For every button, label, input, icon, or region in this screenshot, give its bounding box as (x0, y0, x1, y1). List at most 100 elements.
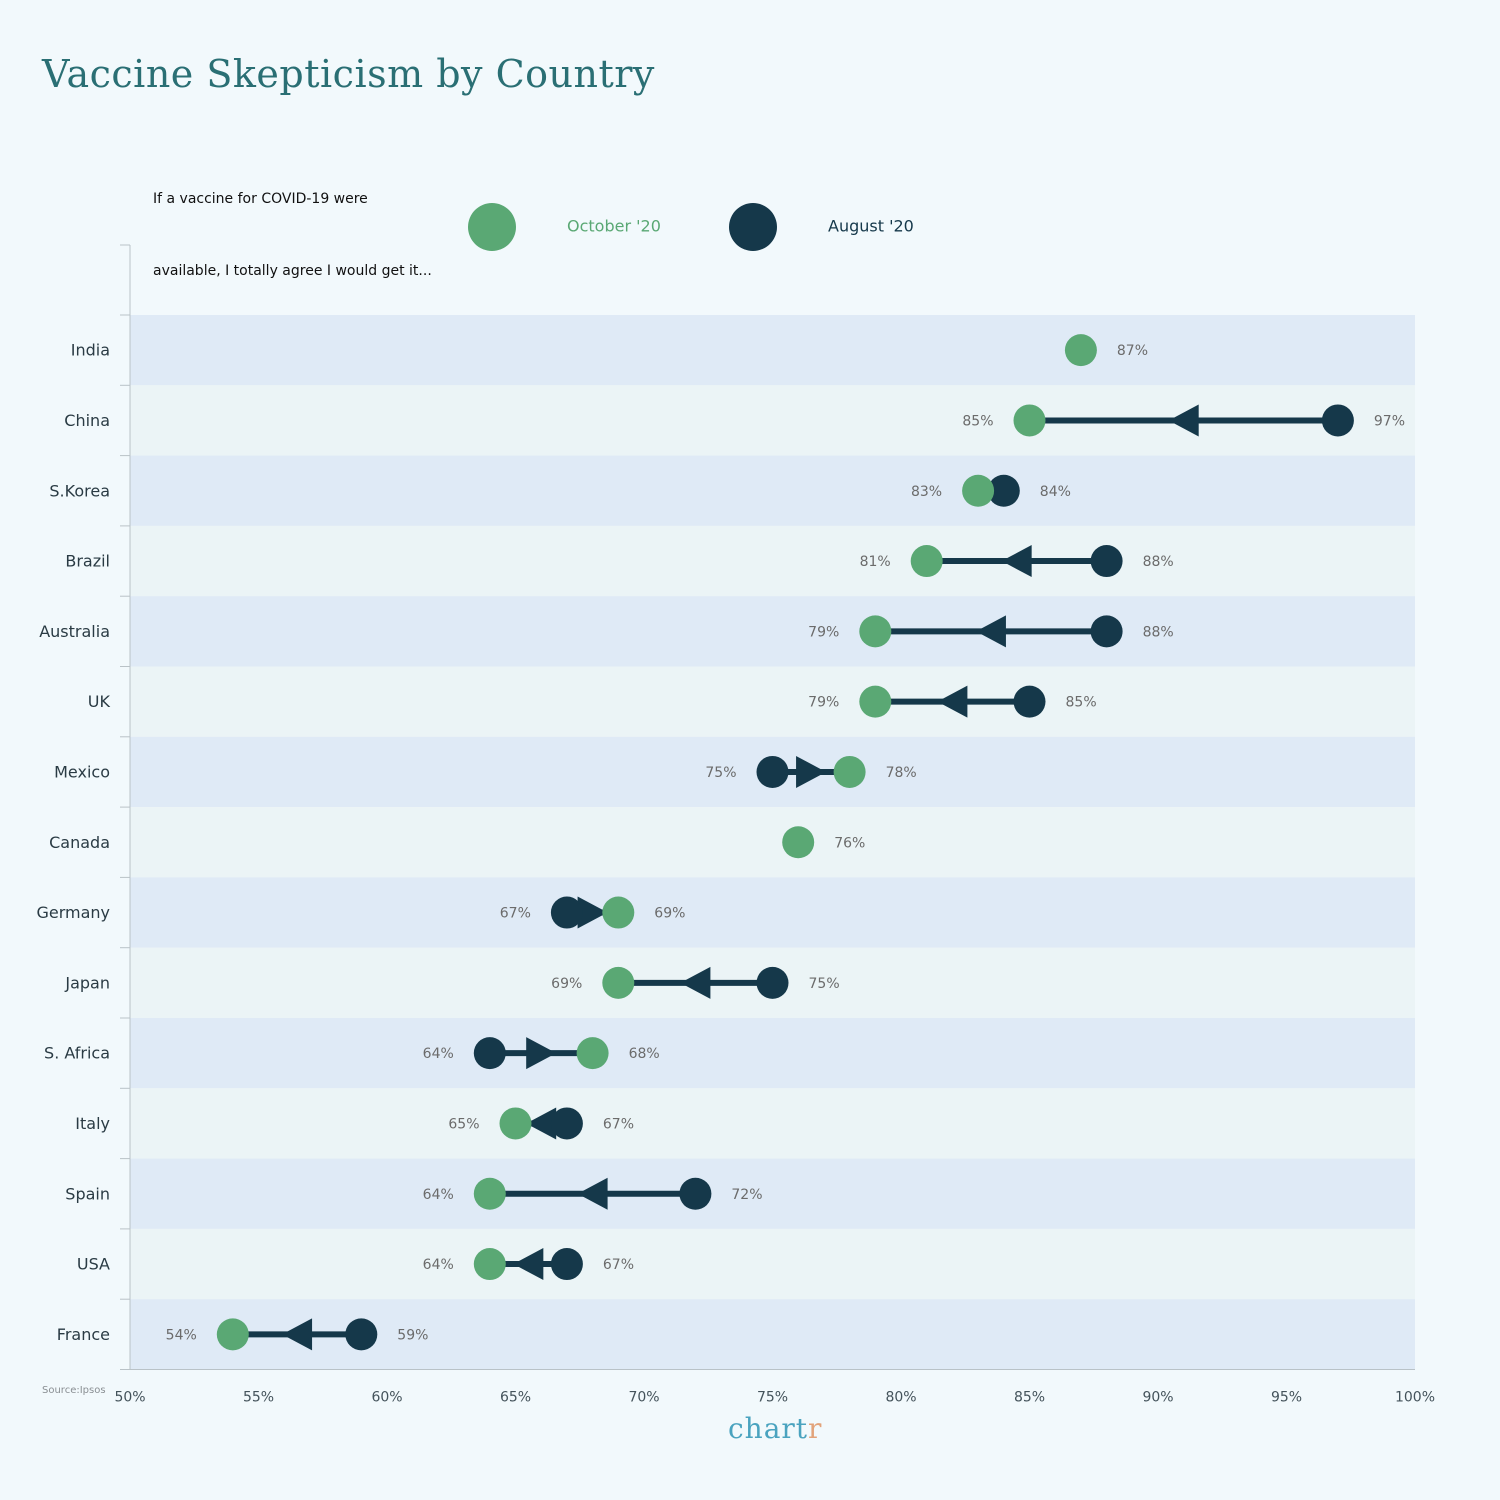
october-dot (602, 896, 635, 929)
country-label: S. Africa (44, 1044, 110, 1063)
october-dot (473, 1177, 506, 1210)
source-note: Source:Ipsos (42, 1385, 106, 1396)
value-label: 67% (603, 1257, 634, 1273)
october-dot (576, 1037, 609, 1070)
x-tick-label: 60% (371, 1390, 402, 1406)
row-band (130, 455, 1415, 526)
value-label: 54% (166, 1327, 197, 1343)
row-band (130, 596, 1415, 667)
x-tick-label: 55% (243, 1390, 274, 1406)
x-tick-label: 70% (628, 1390, 659, 1406)
value-label: 67% (603, 1116, 634, 1132)
change-arrow (680, 966, 711, 999)
august-dot (1013, 685, 1046, 718)
brand-accent: r (808, 1412, 823, 1445)
value-label: 69% (654, 906, 685, 922)
october-dot (859, 615, 892, 648)
value-label: 79% (808, 695, 839, 711)
value-label: 97% (1374, 413, 1405, 429)
value-label: 64% (423, 1187, 454, 1203)
country-label: Australia (39, 622, 110, 641)
row-band (130, 1158, 1415, 1229)
august-dot (550, 896, 583, 929)
change-arrow (577, 896, 608, 929)
country-label: S.Korea (49, 481, 110, 500)
x-tick-label: 90% (1142, 1390, 1173, 1406)
august-dot (473, 1037, 506, 1070)
legend-marker-october (468, 203, 516, 251)
value-label: 75% (705, 765, 736, 781)
august-dot (1090, 615, 1123, 648)
country-label: Italy (75, 1114, 110, 1133)
change-arrow (1001, 545, 1032, 578)
value-label: 68% (629, 1046, 660, 1062)
october-dot (833, 755, 866, 788)
value-label: 81% (860, 554, 891, 570)
country-label: Spain (65, 1184, 110, 1203)
change-arrow (282, 1318, 313, 1351)
country-label: Canada (49, 833, 110, 852)
legend-label-october: October '20 (567, 217, 661, 236)
august-dot (550, 1107, 583, 1140)
country-label: India (71, 341, 110, 360)
change-arrow (513, 1248, 544, 1281)
value-label: 65% (448, 1116, 479, 1132)
country-label: UK (88, 692, 111, 711)
change-arrow (577, 1177, 608, 1210)
x-tick-label: 80% (885, 1390, 916, 1406)
august-dot (345, 1318, 378, 1351)
x-tick-label: 85% (1014, 1390, 1045, 1406)
legend-marker-august (729, 203, 777, 251)
row-band (130, 525, 1415, 597)
august-dot (756, 755, 789, 788)
value-label: 72% (731, 1187, 762, 1203)
august-dot (756, 966, 789, 999)
value-label: 64% (423, 1257, 454, 1273)
value-label: 84% (1040, 484, 1071, 500)
value-label: 67% (500, 906, 531, 922)
change-arrow (796, 755, 827, 788)
value-label: 79% (808, 624, 839, 640)
question-line-2: available, I totally agree I would get i… (153, 263, 432, 279)
value-label: 64% (423, 1046, 454, 1062)
x-tick-label: 100% (1395, 1390, 1435, 1406)
value-label: 76% (834, 835, 865, 851)
october-dot (602, 966, 635, 999)
october-dot (962, 474, 995, 507)
x-tick-label: 65% (500, 1390, 531, 1406)
october-dot (859, 685, 892, 718)
change-arrow (937, 685, 968, 718)
country-label: Germany (36, 903, 110, 922)
august-dot (679, 1177, 712, 1210)
x-tick-label: 50% (114, 1390, 145, 1406)
row-band (130, 1228, 1415, 1300)
country-label: France (57, 1325, 110, 1344)
x-tick-label: 75% (757, 1390, 788, 1406)
value-label: 78% (886, 765, 917, 781)
change-arrow (526, 1107, 557, 1140)
brand-main: chart (728, 1412, 809, 1445)
value-label: 88% (1143, 554, 1174, 570)
change-arrow (1168, 404, 1199, 437)
country-label: Mexico (54, 762, 110, 781)
value-label: 83% (911, 484, 942, 500)
row-band (130, 807, 1415, 878)
value-label: 88% (1143, 624, 1174, 640)
row-band (130, 315, 1415, 386)
brand-logo: chartr (728, 1412, 822, 1445)
august-dot (1321, 404, 1354, 437)
value-label: 69% (551, 976, 582, 992)
october-dot (910, 545, 943, 578)
october-dot (1064, 334, 1097, 367)
country-label: USA (77, 1255, 110, 1274)
august-dot (550, 1248, 583, 1281)
october-dot (1013, 404, 1046, 437)
change-arrow (526, 1037, 557, 1070)
question-line-1: If a vaccine for COVID-19 were (153, 191, 368, 207)
october-dot (216, 1318, 249, 1351)
country-label: Brazil (65, 552, 110, 571)
august-dot (1090, 545, 1123, 578)
change-arrow (975, 615, 1006, 648)
